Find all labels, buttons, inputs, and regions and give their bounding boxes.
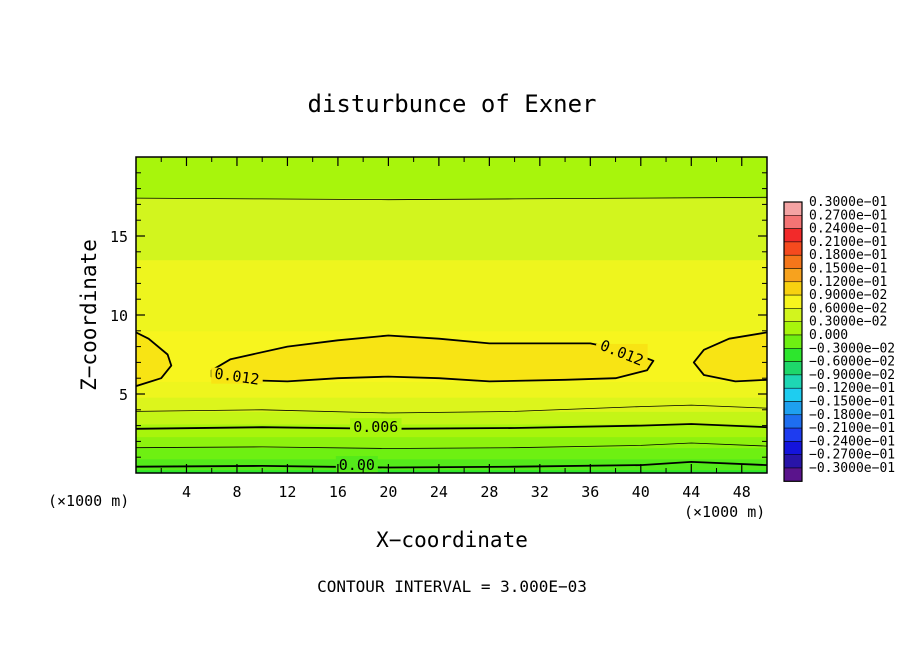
legend-swatch-12 [783, 361, 803, 376]
x-tick-label-48: 48 [733, 483, 751, 501]
legend-label-13: −0.9000e−02 [809, 368, 895, 383]
x-tick-label-28: 28 [480, 483, 498, 501]
contour-region-fill-6 [136, 332, 172, 387]
x-tick-label-20: 20 [379, 483, 397, 501]
legend-frame [783, 201, 803, 482]
legend-swatch-4 [783, 254, 803, 269]
contour-line-3 [136, 404, 767, 414]
y-tick-label-15: 15 [110, 228, 128, 246]
x-tick-label-4: 4 [182, 483, 191, 501]
legend-label-3: 0.2100e−01 [809, 235, 887, 250]
contour-line-0 [136, 460, 767, 469]
legend-label-20: −0.3000e−01 [809, 461, 895, 476]
contour-label-3: 0.00 [339, 456, 375, 474]
contour-band-0 [136, 469, 767, 473]
x-tick-label-36: 36 [581, 483, 599, 501]
contour-region-fill-5 [211, 335, 654, 382]
x-axis-ticks: 4 8 12 16 20 24 28 32 36 40 44 48 [160, 157, 751, 501]
legend-swatch-3 [783, 241, 803, 256]
filled-contour-bands [136, 157, 767, 473]
contour-band-5 [136, 411, 767, 425]
contour-label-bg-1 [596, 343, 648, 360]
legend-label-5: 0.1500e−01 [809, 262, 887, 277]
contour-label-2: 0.006 [353, 418, 398, 436]
contour-line-7 [692, 331, 767, 383]
contour-line-5 [210, 334, 655, 383]
contour-band-6 [136, 397, 767, 412]
contour-label-bg-2 [350, 418, 402, 435]
legend-swatch-0 [783, 201, 803, 216]
legend-label-8: 0.6000e−02 [809, 301, 887, 316]
legend-label-15: −0.1500e−01 [809, 395, 895, 410]
y-tick-label-10: 10 [110, 307, 128, 325]
legend-swatch-2 [783, 228, 803, 243]
x-axis-unit: (×1000 m) [684, 503, 765, 521]
legend-swatch-5 [783, 268, 803, 283]
contour-line-4 [136, 196, 767, 201]
legend-swatch-19 [783, 454, 803, 469]
legend-label-0: 0.3000e−01 [809, 195, 887, 210]
legend-swatch-20 [783, 467, 803, 482]
contour-band-11 [136, 157, 767, 199]
y-axis-label: Z−coordinate [77, 239, 101, 391]
legend-swatch-7 [783, 294, 803, 309]
legend-swatch-10 [783, 334, 803, 349]
y-axis-ticks: 5 10 15 [110, 172, 767, 458]
contour-band-1 [136, 458, 767, 471]
contour-band-10 [136, 198, 767, 261]
legend-swatch-18 [783, 441, 803, 455]
y-axis-unit: (×1000 m) [48, 492, 129, 510]
x-tick-label-12: 12 [278, 483, 296, 501]
x-axis-label: X−coordinate [376, 528, 528, 552]
contour-region-fill-7 [693, 332, 767, 382]
contour-interval-note: CONTOUR INTERVAL = 3.000E−03 [317, 577, 587, 596]
legend-swatch-8 [783, 308, 803, 322]
legend-label-14: −0.1200e−01 [809, 381, 895, 396]
contour-band-3 [136, 436, 767, 449]
contour-band-2 [136, 447, 767, 460]
legend-label-2: 0.2400e−01 [809, 222, 887, 237]
legend-label-10: 0.000 [809, 328, 848, 343]
legend-swatch-16 [783, 414, 803, 429]
legend-label-7: 0.9000e−02 [809, 288, 887, 303]
contour-band-7 [136, 381, 767, 398]
legend-swatch-6 [783, 281, 803, 296]
x-tick-label-24: 24 [430, 483, 448, 501]
legend-label-9: 0.3000e−02 [809, 315, 887, 330]
contour-lines [136, 196, 767, 469]
color-legend: 0.3000e−010.2700e−010.2400e−010.2100e−01… [783, 195, 895, 482]
contour-label-bg-3 [335, 456, 378, 473]
contour-line-6 [136, 331, 173, 387]
x-tick-label-32: 32 [531, 483, 549, 501]
legend-label-12: −0.6000e−02 [809, 355, 895, 370]
legend-label-11: −0.3000e−02 [809, 341, 895, 356]
legend-swatch-13 [783, 374, 803, 389]
y-tick-label-5: 5 [119, 386, 128, 404]
x-tick-label-44: 44 [682, 483, 700, 501]
x-tick-label-16: 16 [329, 483, 347, 501]
legend-label-19: −0.2700e−01 [809, 448, 895, 463]
legend-label-17: −0.2100e−01 [809, 421, 895, 436]
legend-swatch-1 [783, 215, 803, 229]
contour-line-1 [136, 442, 767, 449]
x-tick-label-8: 8 [232, 483, 241, 501]
legend-label-4: 0.1800e−01 [809, 248, 887, 263]
legend-label-16: −0.1800e−01 [809, 408, 895, 423]
legend-swatch-15 [783, 401, 803, 416]
legend-swatch-11 [783, 348, 803, 362]
chart-title: disturbunce of Exner [308, 90, 597, 118]
legend-label-18: −0.2400e−01 [809, 434, 895, 449]
legend-swatch-14 [783, 387, 803, 402]
legend-swatch-17 [783, 427, 803, 442]
contour-line-2 [136, 423, 767, 430]
contour-band-4 [136, 424, 767, 438]
x-tick-label-40: 40 [632, 483, 650, 501]
contour-band-9 [136, 259, 767, 332]
contour-label-bg-0 [211, 367, 263, 384]
legend-label-1: 0.2700e−01 [809, 208, 887, 223]
legend-swatch-9 [783, 321, 803, 336]
legend-label-6: 0.1200e−01 [809, 275, 887, 290]
